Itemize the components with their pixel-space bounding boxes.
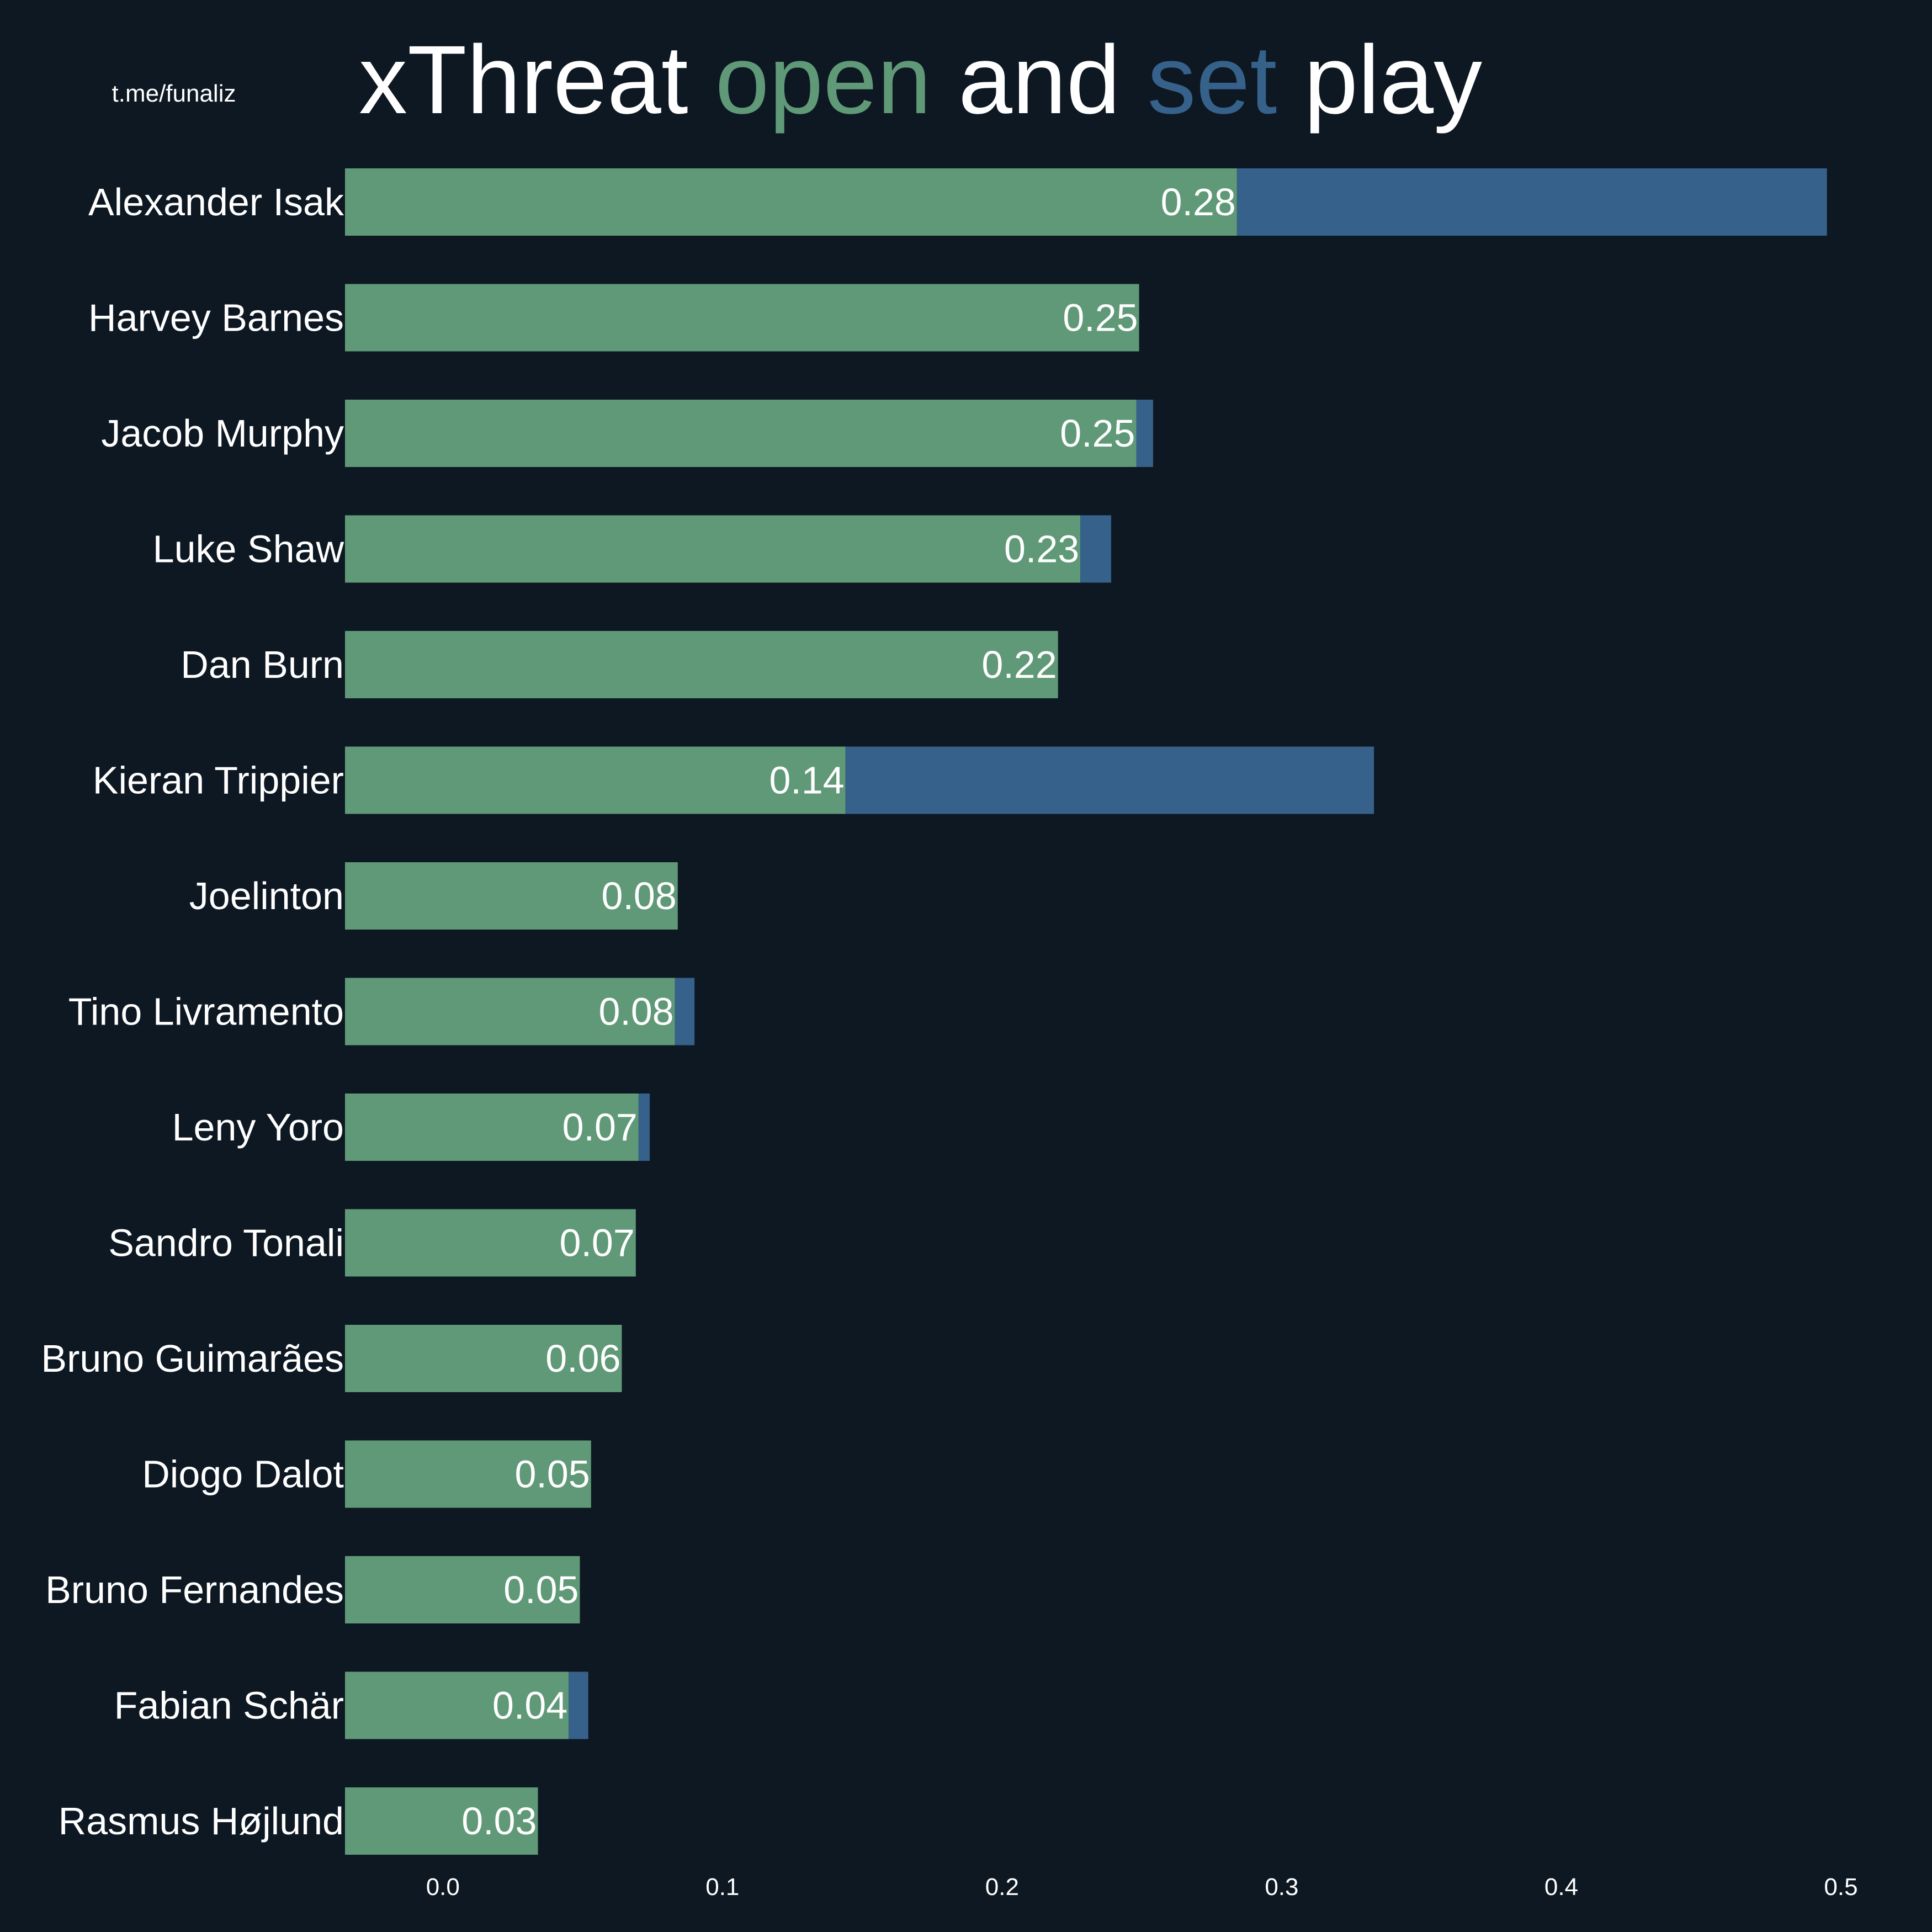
value-label-14: 0.03 [461, 1800, 537, 1843]
player-label-2: Jacob Murphy [101, 412, 344, 455]
player-label-8: Leny Yoro [172, 1106, 344, 1149]
bar-set-13 [569, 1671, 588, 1739]
x-tick-label-0: 0.0 [426, 1873, 460, 1901]
value-label-10: 0.06 [545, 1337, 620, 1380]
bar-open-2 [345, 400, 1137, 467]
bar-open-11 [345, 1440, 591, 1508]
bar-open-7 [345, 978, 675, 1045]
bar-open-1 [345, 284, 1139, 352]
player-label-3: Luke Shaw [153, 528, 344, 571]
title-part-plain: xThreat [359, 26, 715, 134]
chart-title: xThreat open and set play [359, 26, 1482, 134]
value-label-9: 0.07 [560, 1222, 635, 1265]
bar-open-14 [345, 1787, 538, 1855]
value-label-11: 0.05 [515, 1453, 590, 1496]
x-tick-label-4: 0.4 [1544, 1873, 1578, 1901]
title-part-set: set [1148, 26, 1277, 134]
bar-open-13 [345, 1671, 569, 1739]
player-labels-layer: Alexander Isak Harvey Barnes Jacob Murphy L… [41, 181, 344, 1843]
bar-open-10 [345, 1325, 622, 1392]
bar-set-7 [675, 978, 695, 1045]
player-label-14: Rasmus Højlund [59, 1800, 344, 1843]
watermark-text: t.me/funaliz [112, 80, 236, 107]
value-label-4: 0.22 [981, 643, 1057, 686]
bar-open-6 [345, 862, 678, 930]
player-label-0: Alexander Isak [88, 181, 344, 224]
x-tick-label-3: 0.3 [1265, 1873, 1298, 1901]
bar-open-8 [345, 1094, 639, 1161]
value-labels-layer: 0.28 0.25 0.25 0.23 0.22 0.14 0.08 0.08 0.07 0.07… [461, 181, 1236, 1843]
bar-set-2 [1136, 400, 1153, 467]
player-label-9: Sandro Tonali [108, 1222, 344, 1265]
player-label-5: Kieran Trippier [93, 759, 344, 802]
bar-set-8 [638, 1094, 650, 1161]
player-label-12: Bruno Fernandes [45, 1568, 344, 1611]
title-part-plain: play [1277, 26, 1482, 134]
bar-set-3 [1080, 515, 1111, 583]
value-label-3: 0.23 [1004, 528, 1079, 571]
player-label-13: Fabian Schär [114, 1684, 344, 1727]
bar-open-3 [345, 515, 1081, 583]
player-label-1: Harvey Barnes [88, 296, 344, 339]
bar-set-0 [1236, 168, 1827, 236]
x-tick-label-2: 0.2 [985, 1873, 1019, 1901]
value-label-13: 0.04 [492, 1684, 567, 1727]
value-label-12: 0.05 [503, 1568, 578, 1611]
title-part-plain: and [931, 26, 1147, 134]
player-label-4: Dan Burn [181, 643, 344, 686]
bar-open-4 [345, 631, 1058, 698]
x-tick-label-1: 0.1 [705, 1873, 739, 1901]
value-label-8: 0.07 [562, 1106, 638, 1149]
bar-set-5 [845, 746, 1374, 814]
value-label-7: 0.08 [598, 990, 673, 1033]
bar-open-9 [345, 1209, 636, 1277]
player-label-11: Diogo Dalot [142, 1453, 344, 1496]
player-label-7: Tino Livramento [68, 990, 344, 1033]
bar-open-5 [345, 746, 846, 814]
bar-open-12 [345, 1556, 580, 1623]
value-label-1: 0.25 [1063, 296, 1138, 339]
value-label-0: 0.28 [1161, 181, 1236, 224]
player-label-10: Bruno Guimarães [41, 1337, 344, 1380]
value-label-5: 0.14 [769, 759, 844, 802]
bar-open-0 [345, 168, 1237, 236]
title-part-open: open [715, 26, 932, 134]
player-label-6: Joelinton [189, 874, 344, 917]
value-label-2: 0.25 [1060, 412, 1135, 455]
x-tick-label-5: 0.5 [1824, 1873, 1857, 1901]
x-axis-ticks-layer: 0.0 0.1 0.2 0.3 0.4 0.5 [426, 1873, 1858, 1901]
value-label-6: 0.08 [602, 874, 677, 917]
bars-layer [345, 168, 1827, 1855]
